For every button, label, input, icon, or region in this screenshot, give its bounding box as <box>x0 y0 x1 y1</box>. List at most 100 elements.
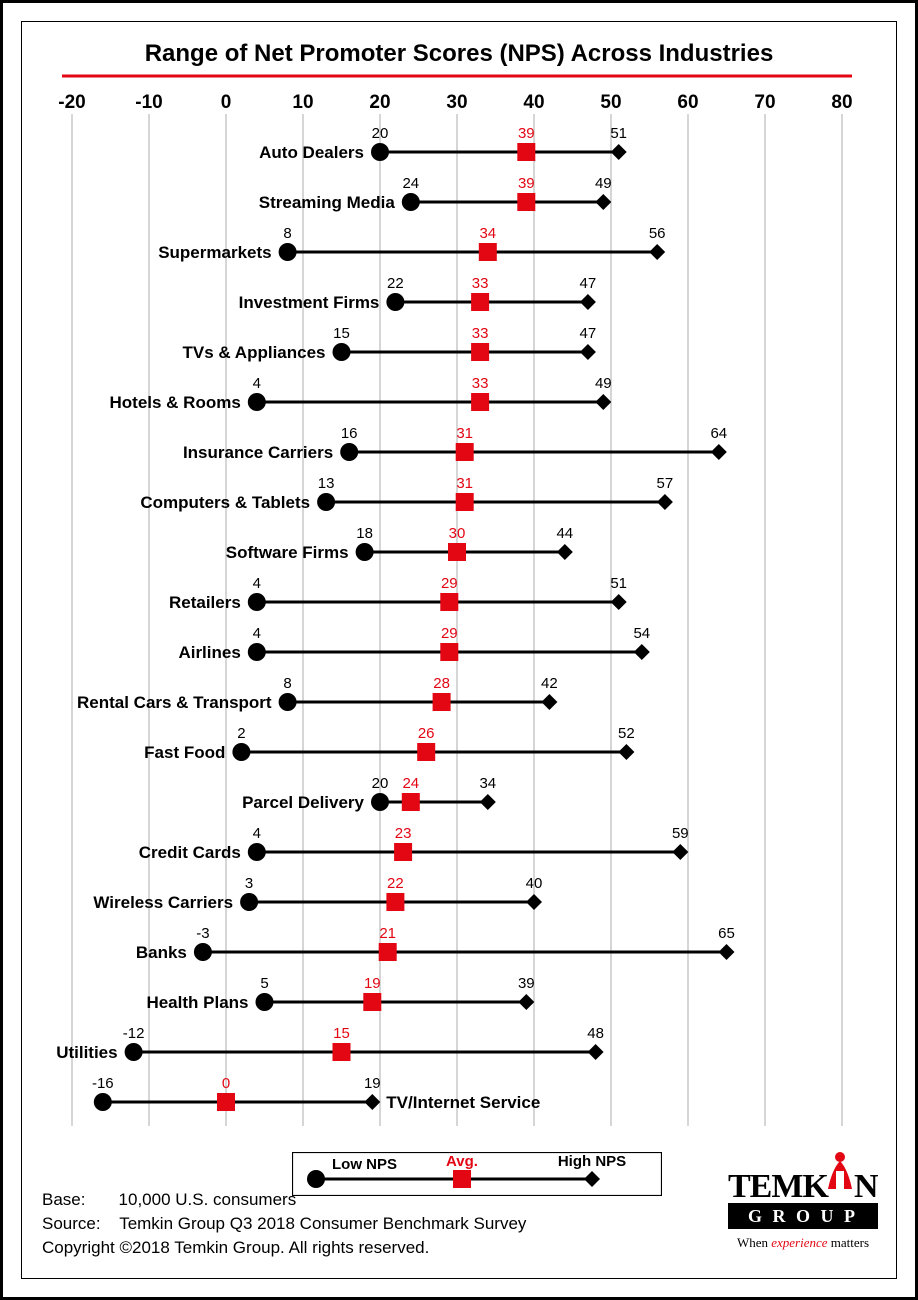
legend-high-label: High NPS <box>558 1153 626 1170</box>
avg-value: 21 <box>379 925 396 942</box>
low-marker <box>333 343 351 361</box>
avg-marker <box>394 843 412 861</box>
temkin-logo-svg: TEMK N G R O U P When experience matters <box>728 1149 878 1259</box>
avg-marker <box>456 493 474 511</box>
low-value: 8 <box>283 675 291 692</box>
low-marker <box>232 743 250 761</box>
row-label: Parcel Delivery <box>242 793 364 812</box>
avg-value: 29 <box>441 625 458 642</box>
avg-value: 29 <box>441 575 458 592</box>
avg-marker <box>448 543 466 561</box>
svg-text:N: N <box>854 1168 878 1205</box>
outer-frame: Range of Net Promoter Scores (NPS) Acros… <box>0 0 918 1300</box>
row-label: Banks <box>136 943 187 962</box>
low-marker <box>256 993 274 1011</box>
high-marker <box>595 394 611 410</box>
avg-marker <box>471 343 489 361</box>
high-value: 40 <box>526 875 543 892</box>
low-value: 5 <box>260 975 268 992</box>
avg-marker <box>479 243 497 261</box>
high-marker <box>588 1044 604 1060</box>
high-marker <box>672 844 688 860</box>
avg-value: 33 <box>472 375 489 392</box>
footer-base-label: Base: <box>42 1190 85 1209</box>
high-value: 44 <box>556 525 573 542</box>
low-marker <box>248 593 266 611</box>
low-value: 4 <box>253 825 261 842</box>
high-value: 57 <box>657 475 674 492</box>
low-value: 3 <box>245 875 253 892</box>
low-value: -12 <box>123 1025 145 1042</box>
low-marker <box>386 293 404 311</box>
low-value: 4 <box>253 625 261 642</box>
high-value: 52 <box>618 725 635 742</box>
high-marker <box>719 944 735 960</box>
low-value: 2 <box>237 725 245 742</box>
low-value: 8 <box>283 225 291 242</box>
row-label: Supermarkets <box>158 243 271 262</box>
axis-tick-label: 10 <box>292 92 313 113</box>
low-marker <box>371 793 389 811</box>
low-value: 24 <box>402 175 419 192</box>
high-marker <box>649 244 665 260</box>
low-marker <box>402 193 420 211</box>
avg-marker <box>471 293 489 311</box>
row-label: TV/Internet Service <box>386 1093 540 1112</box>
row-label: Streaming Media <box>259 193 396 212</box>
footer-copyright: Copyright ©2018 Temkin Group. All rights… <box>42 1238 429 1258</box>
logo-group: G R O U P <box>748 1206 858 1226</box>
avg-value: 0 <box>222 1075 230 1092</box>
axis-tick-label: 0 <box>221 92 232 113</box>
avg-marker <box>402 793 420 811</box>
row-label: Insurance Carriers <box>183 443 333 462</box>
low-value: -16 <box>92 1075 114 1092</box>
avg-marker <box>456 443 474 461</box>
logo-tag-pre: When <box>737 1235 771 1250</box>
avg-value: 39 <box>518 175 535 192</box>
avg-marker <box>433 693 451 711</box>
footer-source: Source: Temkin Group Q3 2018 Consumer Be… <box>42 1214 526 1234</box>
avg-marker <box>440 643 458 661</box>
logo-tag-em: experience <box>771 1235 828 1250</box>
row-label: Health Plans <box>146 993 248 1012</box>
legend-low-label: Low NPS <box>332 1156 397 1173</box>
avg-value: 22 <box>387 875 404 892</box>
low-marker <box>248 843 266 861</box>
low-marker <box>279 693 297 711</box>
legend-avg-icon <box>453 1170 471 1188</box>
high-value: 51 <box>610 575 627 592</box>
high-marker <box>557 544 573 560</box>
axis-tick-label: 20 <box>369 92 390 113</box>
row-label: Credit Cards <box>139 843 241 862</box>
avg-marker <box>333 1043 351 1061</box>
high-value: 47 <box>580 325 597 342</box>
low-value: 22 <box>387 275 404 292</box>
high-marker <box>618 744 634 760</box>
axis-tick-label: 80 <box>831 92 852 113</box>
high-value: 56 <box>649 225 666 242</box>
row-label: Utilities <box>56 1043 117 1062</box>
high-marker <box>580 344 596 360</box>
avg-value: 26 <box>418 725 435 742</box>
low-marker <box>125 1043 143 1061</box>
logo-n: N <box>854 1168 878 1205</box>
temkin-logo: TEMK N G R O U P When experience matters <box>728 1149 878 1264</box>
high-marker <box>711 444 727 460</box>
row-label: Fast Food <box>144 743 225 762</box>
avg-marker <box>363 993 381 1011</box>
row-label: Retailers <box>169 593 241 612</box>
row-label: Software Firms <box>226 543 349 562</box>
avg-marker <box>440 593 458 611</box>
high-marker <box>518 994 534 1010</box>
avg-marker <box>517 193 535 211</box>
avg-value: 31 <box>456 425 473 442</box>
row-label: Computers & Tablets <box>140 493 310 512</box>
avg-marker <box>471 393 489 411</box>
high-value: 42 <box>541 675 558 692</box>
low-marker <box>317 493 335 511</box>
avg-value: 34 <box>479 225 496 242</box>
row-label: Airlines <box>178 643 240 662</box>
high-marker <box>526 894 542 910</box>
low-value: 4 <box>253 575 261 592</box>
high-value: 65 <box>718 925 735 942</box>
